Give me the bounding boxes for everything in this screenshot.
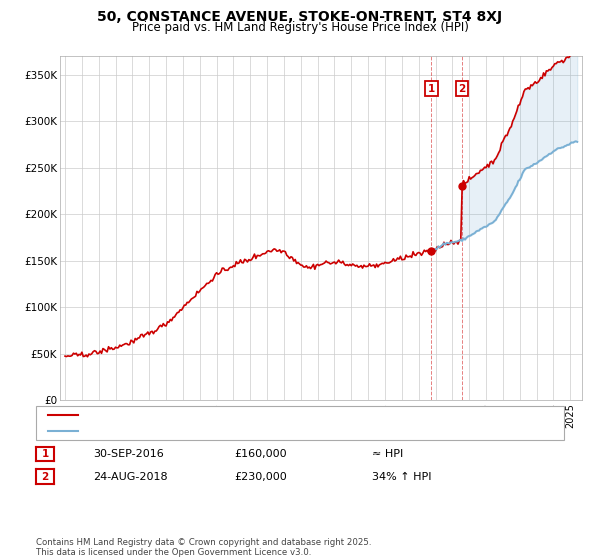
Text: 2: 2 bbox=[458, 83, 466, 94]
Text: £160,000: £160,000 bbox=[234, 449, 287, 459]
Text: Price paid vs. HM Land Registry's House Price Index (HPI): Price paid vs. HM Land Registry's House … bbox=[131, 21, 469, 34]
Text: 1: 1 bbox=[41, 449, 49, 459]
Text: 50, CONSTANCE AVENUE, STOKE-ON-TRENT, ST4 8XJ (detached house): 50, CONSTANCE AVENUE, STOKE-ON-TRENT, ST… bbox=[84, 410, 429, 421]
Text: 30-SEP-2016: 30-SEP-2016 bbox=[93, 449, 164, 459]
Text: 2: 2 bbox=[41, 472, 49, 482]
Text: ≈ HPI: ≈ HPI bbox=[372, 449, 403, 459]
Text: Contains HM Land Registry data © Crown copyright and database right 2025.
This d: Contains HM Land Registry data © Crown c… bbox=[36, 538, 371, 557]
Text: 24-AUG-2018: 24-AUG-2018 bbox=[93, 472, 167, 482]
Text: HPI: Average price, detached house, Stoke-on-Trent: HPI: Average price, detached house, Stok… bbox=[84, 426, 335, 436]
Text: 50, CONSTANCE AVENUE, STOKE-ON-TRENT, ST4 8XJ: 50, CONSTANCE AVENUE, STOKE-ON-TRENT, ST… bbox=[97, 10, 503, 24]
Text: £230,000: £230,000 bbox=[234, 472, 287, 482]
Text: 1: 1 bbox=[428, 83, 435, 94]
Text: 34% ↑ HPI: 34% ↑ HPI bbox=[372, 472, 431, 482]
